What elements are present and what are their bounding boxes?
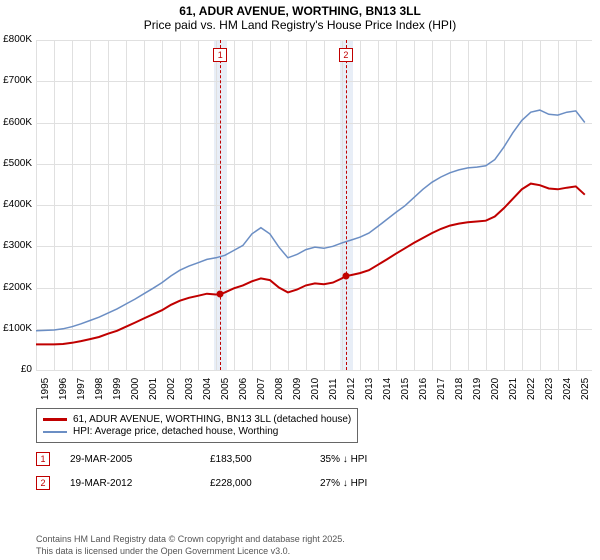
legend-label-blue: HPI: Average price, detached house, Wort…	[73, 426, 278, 437]
plot-area: 12	[36, 40, 592, 370]
footnote-1: Contains HM Land Registry data © Crown c…	[36, 534, 345, 544]
x-tick-label: 2010	[310, 378, 321, 400]
x-tick-label: 2004	[202, 378, 213, 400]
x-tick-label: 2016	[418, 378, 429, 400]
sale-marker-box: 1	[213, 48, 227, 62]
x-tick-label: 2020	[490, 378, 501, 400]
series-svg	[36, 40, 592, 370]
y-tick-label: £0	[0, 364, 32, 375]
x-tick-label: 2013	[364, 378, 375, 400]
footnote-2: This data is licensed under the Open Gov…	[36, 546, 290, 556]
x-tick-label: 2001	[148, 378, 159, 400]
sale-delta: 35% ↓ HPI	[320, 454, 367, 465]
x-tick-label: 1997	[76, 378, 87, 400]
legend-label-red: 61, ADUR AVENUE, WORTHING, BN13 3LL (det…	[73, 414, 351, 425]
sale-row: 1 29-MAR-2005£183,50035% ↓ HPI	[36, 452, 596, 466]
x-tick-label: 1998	[94, 378, 105, 400]
legend-swatch-blue	[43, 431, 67, 433]
title-block: 61, ADUR AVENUE, WORTHING, BN13 3LL Pric…	[0, 0, 600, 32]
sale-row: 2 19-MAR-2012£228,00027% ↓ HPI	[36, 476, 596, 490]
series-blue	[36, 110, 585, 331]
y-tick-label: £400K	[0, 199, 32, 210]
y-tick-label: £800K	[0, 34, 32, 45]
legend-row: 61, ADUR AVENUE, WORTHING, BN13 3LL (det…	[43, 414, 351, 425]
x-tick-label: 2019	[472, 378, 483, 400]
x-tick-label: 2005	[220, 378, 231, 400]
x-tick-label: 1999	[112, 378, 123, 400]
x-tick-label: 2007	[256, 378, 267, 400]
x-tick-label: 2003	[184, 378, 195, 400]
x-tick-label: 2012	[346, 378, 357, 400]
x-tick-label: 2024	[562, 378, 573, 400]
sale-row-marker: 2	[36, 476, 50, 490]
sale-price: £228,000	[210, 478, 320, 489]
x-tick-label: 2018	[454, 378, 465, 400]
x-tick-label: 2006	[238, 378, 249, 400]
y-tick-label: £200K	[0, 282, 32, 293]
y-tick-label: £300K	[0, 240, 32, 251]
y-tick-label: £100K	[0, 323, 32, 334]
x-tick-label: 2002	[166, 378, 177, 400]
x-tick-label: 2015	[400, 378, 411, 400]
sale-delta: 27% ↓ HPI	[320, 478, 367, 489]
gridline-h	[36, 370, 592, 371]
title-line2: Price paid vs. HM Land Registry's House …	[0, 18, 600, 32]
sale-date: 19-MAR-2012	[70, 478, 210, 489]
legend-box: 61, ADUR AVENUE, WORTHING, BN13 3LL (det…	[36, 408, 358, 443]
title-line1: 61, ADUR AVENUE, WORTHING, BN13 3LL	[0, 4, 600, 18]
legend-row: HPI: Average price, detached house, Wort…	[43, 426, 351, 437]
x-tick-label: 2011	[328, 378, 339, 400]
x-tick-label: 2025	[580, 378, 591, 400]
x-tick-label: 2000	[130, 378, 141, 400]
sale-row-marker: 1	[36, 452, 50, 466]
x-tick-label: 2017	[436, 378, 447, 400]
x-tick-label: 2009	[292, 378, 303, 400]
y-tick-label: £700K	[0, 75, 32, 86]
sale-dot	[342, 272, 349, 279]
x-tick-label: 2021	[508, 378, 519, 400]
chart-container: 61, ADUR AVENUE, WORTHING, BN13 3LL Pric…	[0, 0, 600, 560]
x-tick-label: 2014	[382, 378, 393, 400]
y-tick-label: £500K	[0, 158, 32, 169]
x-tick-label: 2023	[544, 378, 555, 400]
sale-dot	[217, 291, 224, 298]
x-tick-label: 1996	[58, 378, 69, 400]
legend-swatch-red	[43, 418, 67, 421]
x-tick-label: 2008	[274, 378, 285, 400]
x-tick-label: 1995	[40, 378, 51, 400]
sale-marker-box: 2	[339, 48, 353, 62]
x-tick-label: 2022	[526, 378, 537, 400]
sale-date: 29-MAR-2005	[70, 454, 210, 465]
series-red	[36, 184, 585, 345]
sale-price: £183,500	[210, 454, 320, 465]
y-tick-label: £600K	[0, 117, 32, 128]
